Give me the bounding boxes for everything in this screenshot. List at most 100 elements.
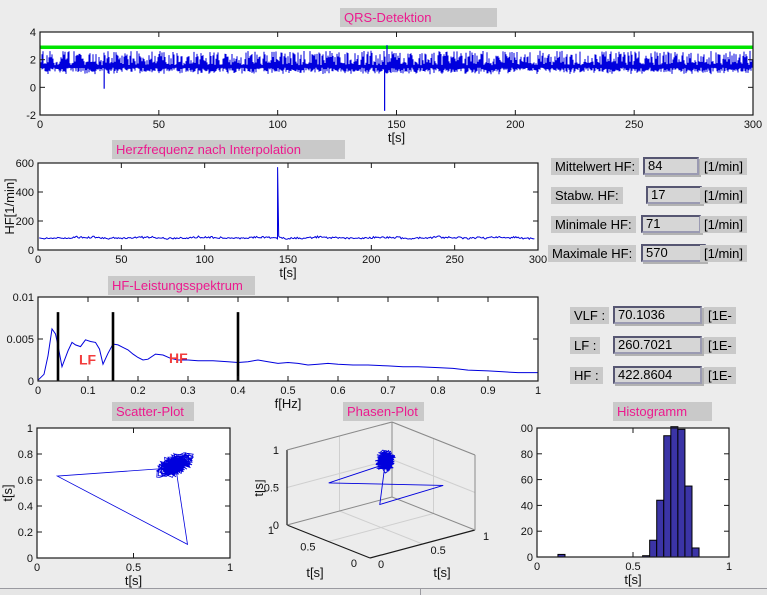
svg-text:0.2: 0.2: [130, 385, 145, 397]
svg-text:t[s]: t[s]: [125, 573, 142, 588]
vlf-unit: [1E-: [704, 307, 736, 324]
heart-rate-plot: 0 50 100 150 200 250 300 0 200 400 600 t[s] HF[1/min…: [2, 158, 547, 280]
svg-text:0.8: 0.8: [430, 385, 445, 397]
svg-text:2: 2: [30, 55, 36, 67]
svg-text:0.1: 0.1: [80, 385, 95, 397]
svg-text:0: 0: [273, 520, 279, 532]
svg-text:0: 0: [527, 552, 533, 564]
svg-text:0.5: 0.5: [431, 545, 446, 557]
svg-text:300: 300: [744, 119, 762, 131]
svg-text:0: 0: [534, 561, 540, 573]
svg-text:100: 100: [195, 254, 213, 266]
svg-text:250: 250: [625, 119, 643, 131]
svg-text:150: 150: [279, 254, 297, 266]
svg-text:t[s]: t[s]: [306, 565, 323, 580]
min-hf-unit: [1/min]: [700, 216, 748, 233]
svg-text:20: 20: [521, 526, 533, 538]
svg-text:1: 1: [273, 445, 279, 457]
hf-power-label: HF :: [570, 367, 603, 384]
std-hf-field[interactable]: 17: [646, 186, 702, 204]
svg-text:150: 150: [387, 119, 405, 131]
svg-text:0: 0: [28, 245, 34, 257]
svg-text:600: 600: [16, 158, 34, 170]
svg-text:LF: LF: [79, 352, 97, 368]
svg-text:0: 0: [378, 559, 384, 571]
svg-text:0.5: 0.5: [280, 385, 295, 397]
svg-text:0.8: 0.8: [18, 449, 33, 461]
min-hf-field[interactable]: 71: [641, 215, 701, 233]
svg-text:0.6: 0.6: [330, 385, 345, 397]
svg-text:200: 200: [16, 216, 34, 228]
mean-hf-field[interactable]: 84: [643, 157, 699, 175]
max-hf-unit: [1/min]: [700, 245, 748, 262]
window-resize-notch: [420, 589, 421, 595]
svg-text:80: 80: [521, 449, 533, 461]
svg-text:400: 400: [16, 187, 34, 199]
svg-text:200: 200: [362, 254, 380, 266]
svg-text:t[s]: t[s]: [388, 130, 405, 145]
svg-text:t[s]: t[s]: [433, 565, 450, 580]
svg-text:0.6: 0.6: [18, 475, 33, 487]
max-hf-field[interactable]: 570: [641, 244, 706, 262]
max-hf-label: Maximale HF:: [548, 245, 637, 262]
svg-text:0: 0: [35, 385, 41, 397]
svg-text:0.005: 0.005: [6, 334, 34, 346]
svg-text:0: 0: [35, 254, 41, 266]
svg-text:250: 250: [445, 254, 463, 266]
histogram-title: Histogramm: [613, 402, 712, 421]
svg-text:40: 40: [521, 500, 533, 512]
svg-text:t[s]: t[s]: [0, 484, 15, 501]
svg-text:0.5: 0.5: [264, 483, 279, 495]
vlf-label: VLF :: [570, 307, 610, 324]
svg-text:1: 1: [726, 561, 732, 573]
svg-text:t[s]: t[s]: [624, 572, 641, 587]
scatter-title: Scatter-Plot: [112, 402, 194, 421]
svg-text:100: 100: [268, 119, 286, 131]
window-bottom-border: [0, 588, 767, 589]
svg-text:0: 0: [27, 553, 33, 565]
svg-text:0.2: 0.2: [18, 527, 33, 539]
window-bottom-strip: [0, 589, 767, 595]
histogram-plot: 0 0.5 1 0 20 40 60 80 100 t[s]: [520, 423, 732, 587]
svg-text:1: 1: [483, 531, 489, 543]
power-spectrum-plot: LF HF 0 0.1 0.2 0.3 0.4 0.5 0.6 0.7 0.8 0.9 1 0 0.005 0…: [6, 292, 541, 411]
svg-text:0: 0: [351, 558, 357, 570]
svg-text:0.01: 0.01: [13, 292, 34, 304]
hr-title: Herzfrequenz nach Interpolation: [112, 140, 345, 159]
svg-text:300: 300: [529, 254, 547, 266]
hf-power-field[interactable]: 422.8604: [613, 366, 702, 384]
vlf-field[interactable]: 70.1036: [613, 306, 702, 324]
svg-text:50: 50: [153, 119, 165, 131]
svg-text:0.3: 0.3: [180, 385, 195, 397]
std-hf-unit: [1/min]: [700, 187, 748, 204]
svg-text:1: 1: [268, 525, 274, 537]
svg-text:200: 200: [506, 119, 524, 131]
phase-title: Phasen-Plot: [343, 402, 424, 421]
svg-text:0: 0: [34, 562, 40, 574]
svg-text:0.5: 0.5: [625, 561, 640, 573]
svg-text:1: 1: [227, 562, 233, 574]
min-hf-label: Minimale HF:: [551, 216, 636, 233]
svg-text:t[s]: t[s]: [279, 265, 296, 280]
svg-text:0.4: 0.4: [230, 385, 245, 397]
svg-text:50: 50: [115, 254, 127, 266]
svg-text:0: 0: [30, 82, 36, 94]
svg-text:0: 0: [37, 119, 43, 131]
hf-power-unit: [1E-: [704, 367, 736, 384]
spectrum-title: HF-Leistungsspektrum: [108, 276, 255, 295]
svg-text:0.5: 0.5: [126, 562, 141, 574]
svg-text:100: 100: [520, 423, 533, 435]
svg-text:t[s]: t[s]: [255, 479, 266, 496]
svg-text:60: 60: [521, 475, 533, 487]
mean-hf-unit: [1/min]: [700, 158, 748, 175]
lf-label: LF :: [570, 337, 601, 354]
lf-field[interactable]: 260.7021: [613, 336, 702, 354]
svg-text:0.5: 0.5: [300, 542, 315, 554]
svg-text:0.4: 0.4: [18, 501, 33, 513]
lf-unit: [1E-: [704, 337, 736, 354]
svg-text:1: 1: [27, 423, 33, 435]
svg-text:0: 0: [28, 376, 34, 388]
qrs-title: QRS-Detektion: [340, 8, 497, 27]
svg-text:f[Hz]: f[Hz]: [275, 396, 302, 411]
